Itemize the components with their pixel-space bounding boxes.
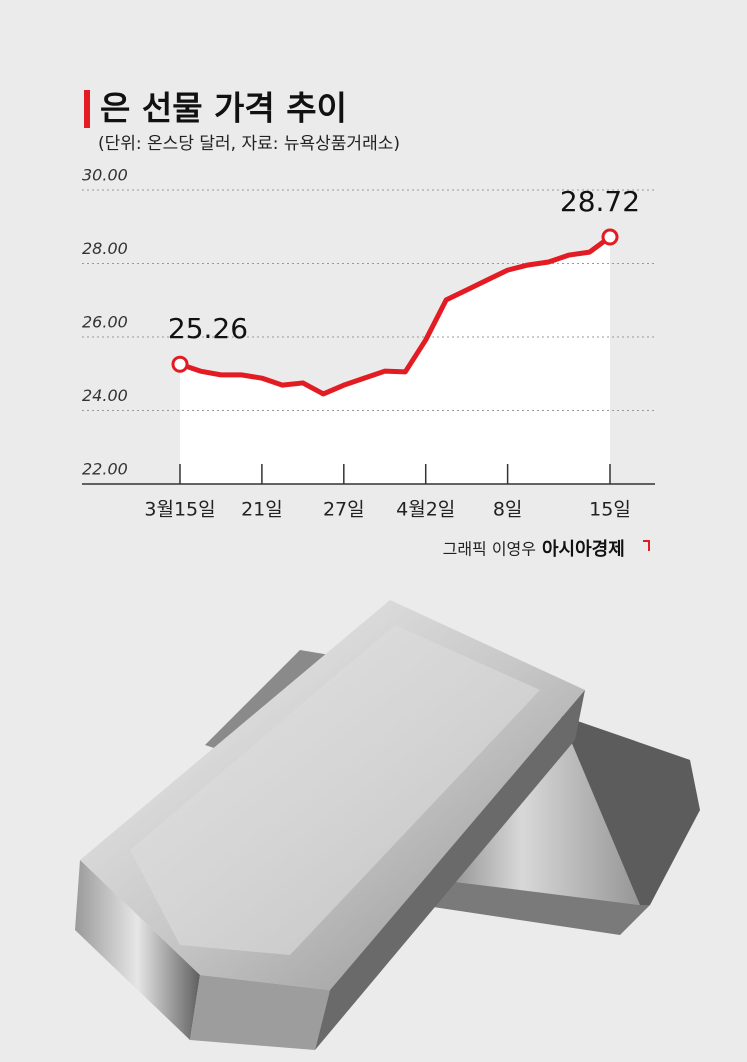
x-tick-label: 15일	[589, 499, 631, 521]
x-tick-label: 21일	[241, 499, 283, 521]
silver-bars	[75, 600, 700, 1050]
data-label: 25.26	[168, 312, 248, 345]
credit: 그래픽 이영우	[443, 540, 536, 559]
x-tick-label: 8일	[493, 499, 523, 521]
area-fill	[180, 237, 610, 484]
point-marker	[171, 355, 189, 373]
data-label: 28.72	[560, 185, 640, 218]
brand-mark	[643, 540, 650, 551]
x-tick-label: 3월15일	[144, 499, 215, 521]
y-tick-label: 24.00	[82, 386, 128, 405]
point-marker	[601, 228, 619, 246]
y-tick-label: 26.00	[82, 313, 128, 332]
y-tick-label: 28.00	[82, 239, 128, 258]
y-tick-label: 30.00	[82, 166, 128, 185]
line	[179, 235, 612, 397]
x-tick-label: 27일	[323, 499, 365, 521]
y-tick-label: 22.00	[82, 460, 128, 479]
x-tick-label: 4월2일	[396, 499, 455, 521]
source-brand: 아시아경제	[542, 539, 625, 560]
chart-subtitle: (단위: 온스당 달러, 자료: 뉴욕상품거래소)	[98, 134, 400, 154]
title-accent	[84, 90, 90, 128]
chart-title: 은 선물 가격 추이	[100, 89, 347, 128]
